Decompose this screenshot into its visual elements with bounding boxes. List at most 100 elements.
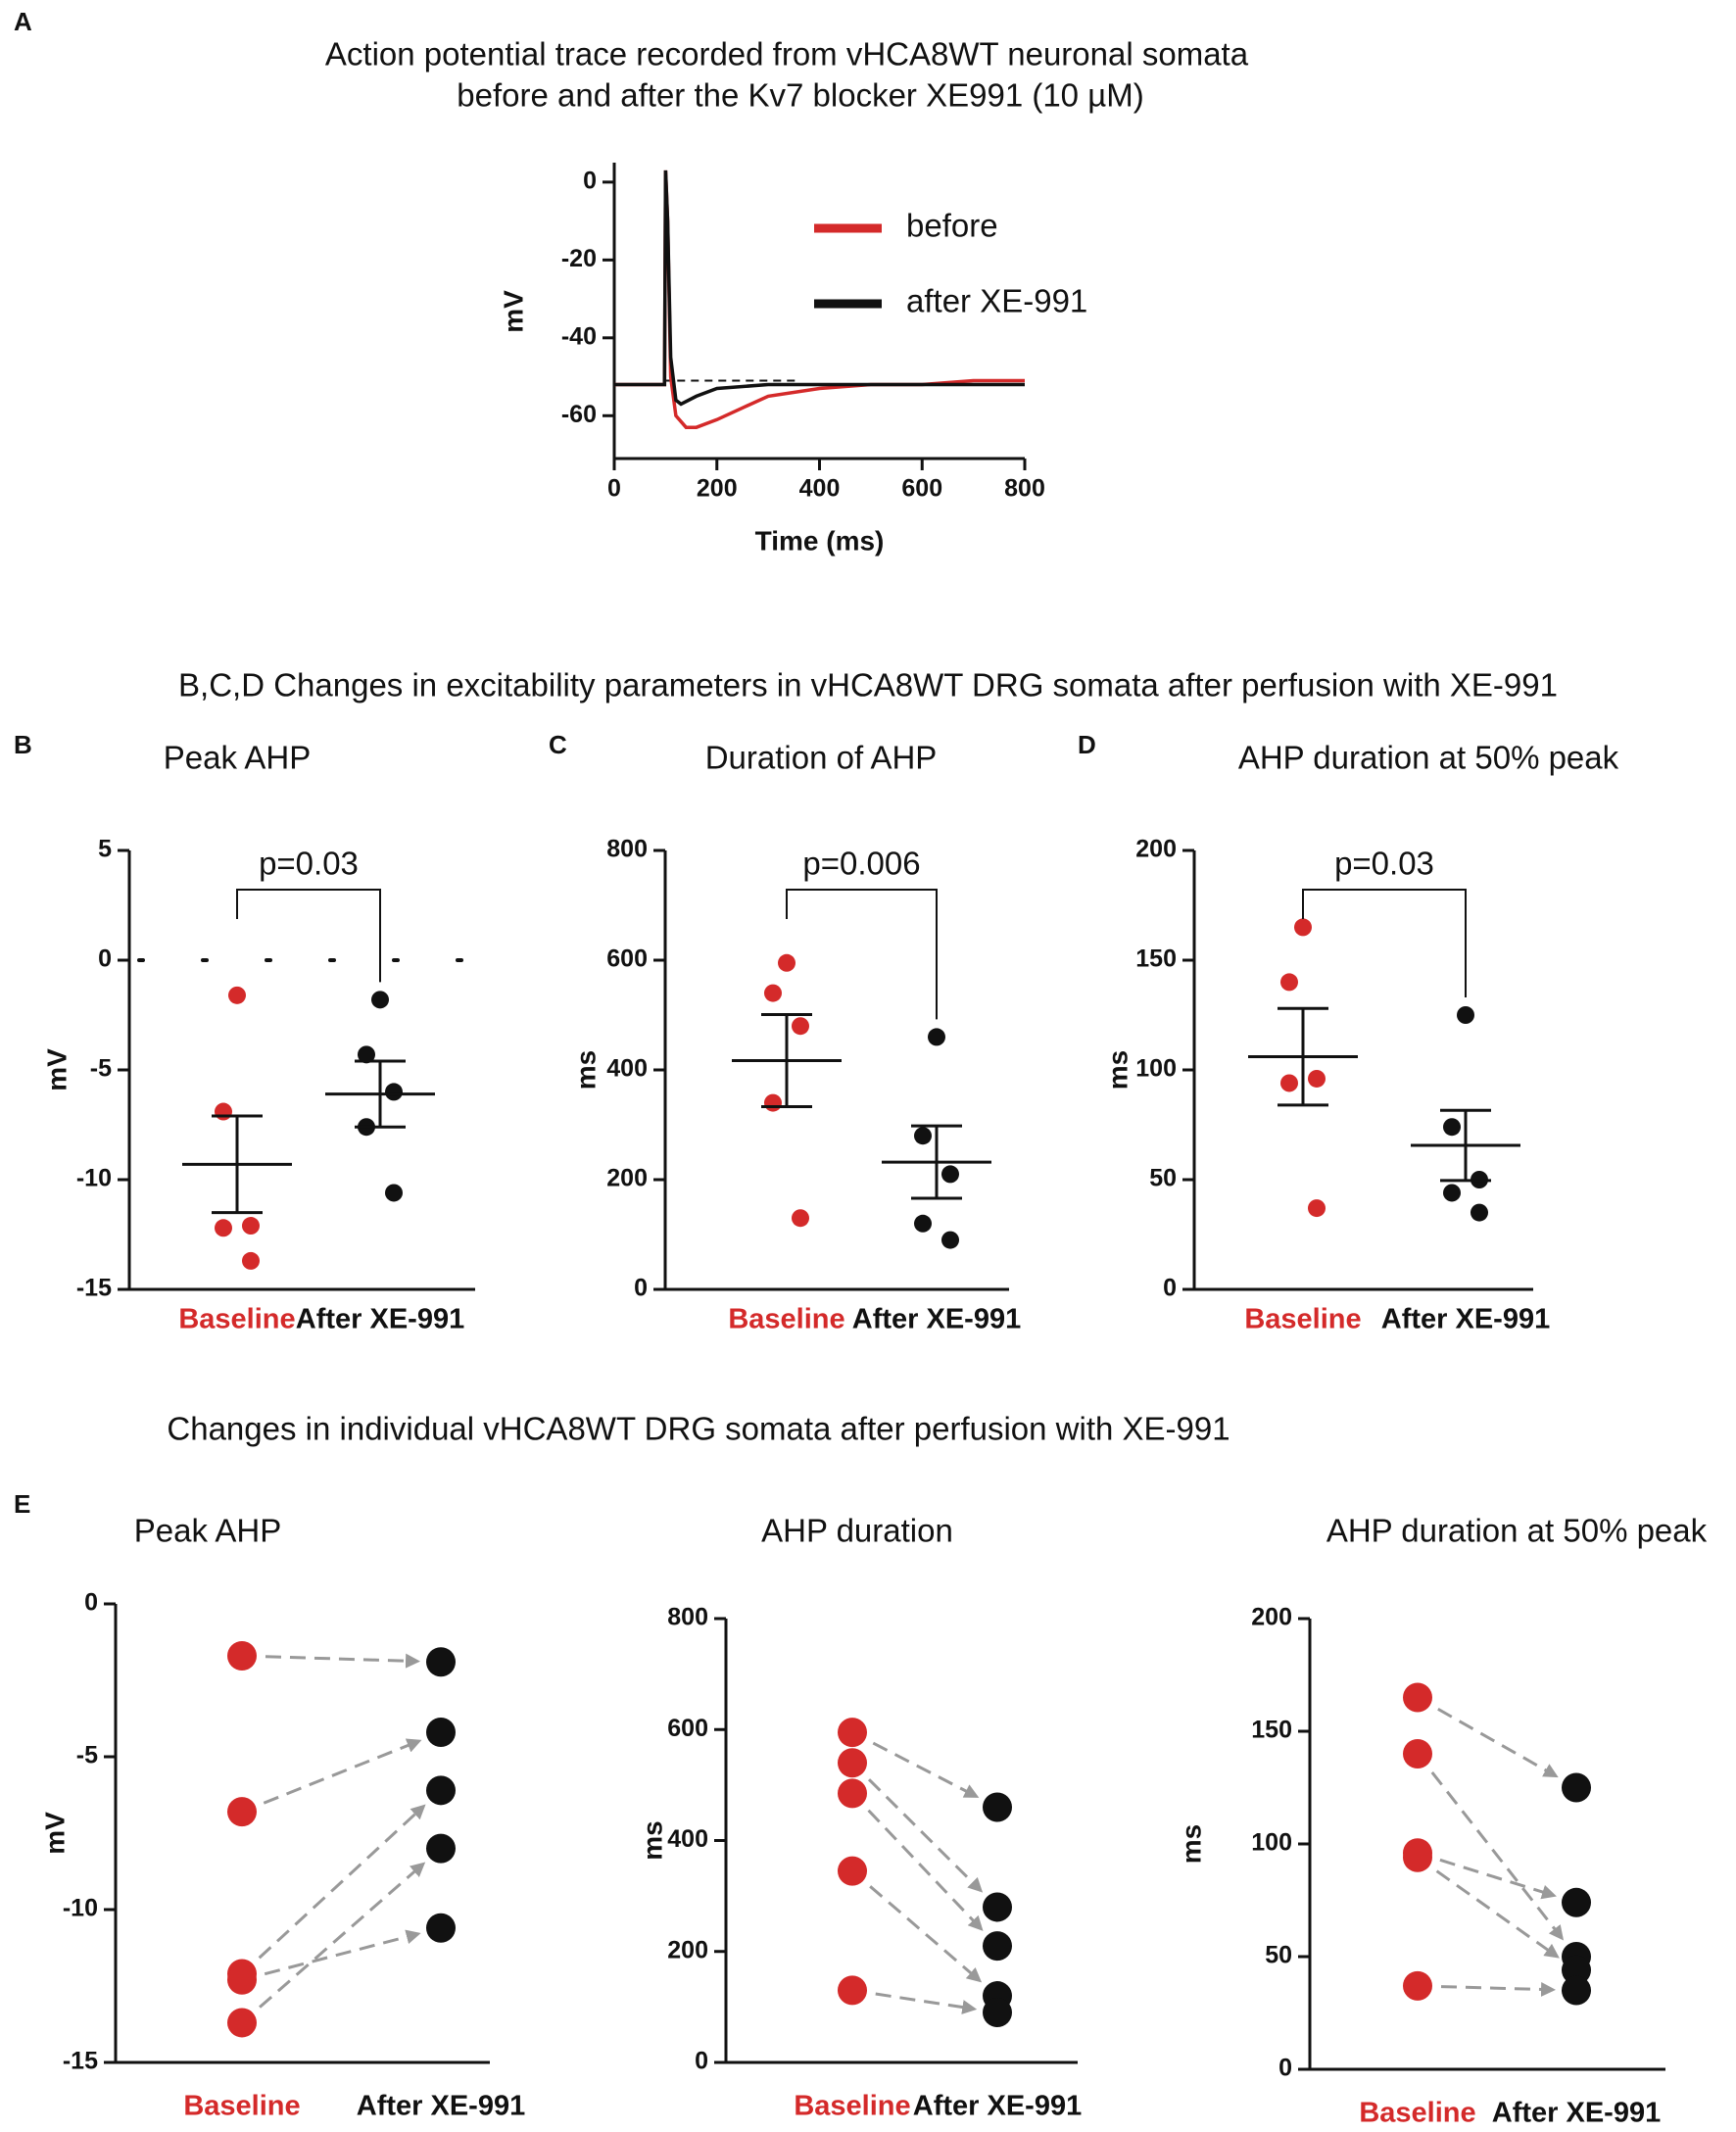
dot [1403, 1970, 1432, 2001]
x-tick-label: 400 [799, 475, 841, 503]
y-tick-label: -5 [76, 1742, 98, 1769]
dot [227, 2008, 257, 2038]
y-axis-label: mV [41, 1048, 72, 1091]
chart-title: AHP duration [761, 1513, 953, 1549]
panel-letter: A [14, 7, 32, 36]
dot [371, 991, 389, 1009]
dot [426, 1718, 456, 1748]
dot [1294, 918, 1312, 937]
category-label: After XE-991 [1492, 2098, 1661, 2129]
pair-arrow [259, 1862, 426, 2009]
pair-arrow [263, 1738, 422, 1805]
pair-arrow [869, 1885, 983, 1983]
y-tick-label: 400 [667, 1825, 708, 1853]
y-tick-label: -5 [90, 1055, 112, 1083]
dot [1443, 1118, 1461, 1137]
y-tick-label: 0 [634, 1275, 648, 1302]
y-tick-label: 0 [583, 167, 597, 194]
dot [838, 1748, 867, 1778]
dot [983, 1931, 1012, 1962]
category-label: After XE-991 [296, 1304, 464, 1335]
dot [1308, 1069, 1326, 1088]
y-tick-label: 50 [1265, 1942, 1292, 1969]
y-tick-label: 5 [98, 836, 112, 863]
p-value: p=0.006 [802, 846, 920, 882]
y-tick-label: 0 [98, 945, 112, 973]
section-heading: B,C,D Changes in excitability parameters… [178, 667, 1558, 703]
panel-letter: D [1078, 730, 1096, 759]
dot [1280, 1074, 1298, 1092]
pair-arrow [265, 1653, 421, 1669]
pair-arrow [258, 1804, 426, 1960]
y-axis-label: ms [1176, 1824, 1206, 1864]
dot [1457, 1006, 1474, 1024]
dot [1562, 1772, 1591, 1803]
y-tick-label: 50 [1149, 1165, 1177, 1192]
y-tick-label: 800 [606, 836, 648, 863]
pair-arrow [1439, 1858, 1557, 1900]
dot [1562, 1975, 1591, 2006]
dot [1308, 1199, 1326, 1218]
y-tick-label: 600 [606, 945, 648, 973]
y-tick-label: 0 [1163, 1275, 1177, 1302]
dot [792, 1209, 809, 1228]
category-label: Baseline [183, 2091, 300, 2122]
section-heading: Changes in individual vHCA8WT DRG somata… [167, 1411, 1230, 1447]
dot [983, 1998, 1012, 2028]
dot [242, 1217, 260, 1236]
pair-arrow [1435, 1869, 1560, 1959]
dot [838, 1856, 867, 1886]
y-axis-label: ms [637, 1820, 667, 1860]
pair-arrow [875, 1992, 978, 2015]
y-tick-label: 100 [1135, 1055, 1177, 1083]
x-tick-label: 800 [1004, 475, 1045, 503]
dot [838, 1718, 867, 1748]
panel-letter: E [14, 1489, 30, 1519]
chart-title: AHP duration at 50% peak [1238, 740, 1619, 776]
y-tick-label: 0 [84, 1589, 98, 1617]
dot [1562, 1955, 1591, 1985]
dot [227, 1964, 257, 1995]
chart-title: Action potential trace recorded from vHC… [325, 36, 1249, 73]
pair-arrow [867, 1809, 984, 1931]
category-label: Baseline [728, 1304, 844, 1335]
dot [227, 1797, 257, 1827]
legend-label: after XE-991 [906, 283, 1087, 319]
dot [215, 1102, 232, 1121]
y-tick-label: 400 [606, 1055, 648, 1083]
chart-title: Duration of AHP [705, 740, 938, 776]
pair-arrow [1437, 1708, 1559, 1778]
x-tick-label: 0 [607, 475, 621, 503]
dot [764, 984, 782, 1002]
significance-bracket [786, 889, 938, 1020]
category-label: Baseline [794, 2091, 910, 2122]
y-axis-label: mV [498, 290, 528, 333]
y-tick-label: -10 [76, 1165, 112, 1192]
y-tick-label: 150 [1135, 945, 1177, 973]
dot [385, 1083, 403, 1101]
dot [914, 1127, 932, 1145]
dot [983, 1892, 1012, 1922]
dot [778, 953, 796, 972]
dot [838, 1778, 867, 1809]
dot [215, 1219, 232, 1237]
dot [914, 1214, 932, 1233]
category-label: Baseline [1244, 1304, 1361, 1335]
dot [1403, 1842, 1432, 1872]
dot [358, 1045, 375, 1064]
y-tick-label: -40 [561, 322, 597, 350]
category-label: After XE-991 [1381, 1304, 1550, 1335]
y-tick-label: -15 [76, 1275, 112, 1302]
x-tick-label: 600 [901, 475, 942, 503]
y-tick-label: 150 [1251, 1717, 1292, 1744]
dot [1443, 1184, 1461, 1202]
category-label: After XE-991 [852, 1304, 1021, 1335]
dot [983, 1792, 1012, 1822]
pair-arrow [872, 1741, 980, 1798]
dot [941, 1231, 959, 1249]
category-label: Baseline [1359, 2098, 1475, 2129]
dot [385, 1184, 403, 1202]
x-tick-label: 200 [697, 475, 738, 503]
chart-title: AHP duration at 50% peak [1326, 1513, 1708, 1549]
dot [426, 1913, 456, 1943]
